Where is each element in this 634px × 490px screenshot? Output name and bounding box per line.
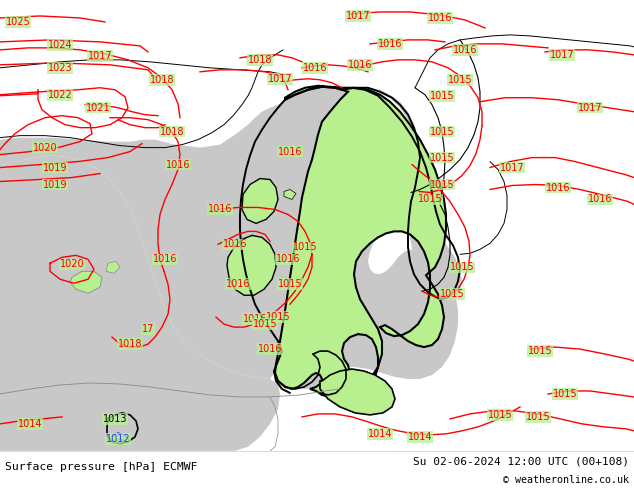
Text: 1017: 1017 [268, 74, 292, 84]
Text: 1016: 1016 [348, 60, 372, 70]
Text: Su 02-06-2024 12:00 UTC (00+108): Su 02-06-2024 12:00 UTC (00+108) [413, 457, 629, 467]
Text: 1015: 1015 [450, 262, 474, 272]
Polygon shape [0, 156, 280, 451]
Text: 1024: 1024 [48, 40, 72, 50]
Text: 1017: 1017 [500, 163, 524, 172]
Text: 1016: 1016 [588, 195, 612, 204]
Text: 1018: 1018 [160, 126, 184, 137]
Text: 1018: 1018 [150, 75, 174, 85]
Text: 1015: 1015 [553, 389, 578, 399]
Polygon shape [242, 178, 278, 223]
Polygon shape [106, 261, 120, 273]
Text: © weatheronline.co.uk: © weatheronline.co.uk [503, 475, 629, 485]
Text: 1016: 1016 [428, 13, 452, 23]
Text: 1016: 1016 [223, 239, 247, 249]
Polygon shape [320, 369, 395, 415]
Text: 1015: 1015 [293, 243, 317, 252]
Text: 1014: 1014 [18, 419, 42, 429]
Text: 1018: 1018 [118, 339, 142, 349]
Text: 1013: 1013 [103, 414, 127, 424]
Text: 1015: 1015 [488, 410, 512, 420]
Polygon shape [227, 235, 276, 295]
Text: 1017: 1017 [346, 11, 370, 21]
Text: 1016: 1016 [243, 314, 268, 324]
Polygon shape [342, 88, 462, 299]
Text: 1025: 1025 [6, 17, 30, 27]
Text: 1016: 1016 [153, 254, 178, 264]
Text: 1015: 1015 [526, 412, 550, 422]
Text: 1016: 1016 [208, 204, 232, 215]
Text: 1016: 1016 [303, 63, 327, 73]
Polygon shape [284, 190, 296, 199]
Text: 1016: 1016 [226, 279, 250, 289]
Text: 1016: 1016 [378, 39, 402, 49]
Text: 1021: 1021 [86, 103, 110, 113]
Text: 1015: 1015 [448, 75, 472, 85]
Text: 1016: 1016 [453, 45, 477, 55]
Text: 1023: 1023 [48, 63, 72, 73]
Text: 1015: 1015 [430, 91, 455, 101]
Text: 1016: 1016 [276, 254, 301, 264]
Text: 1017: 1017 [87, 51, 112, 61]
Text: 1014: 1014 [368, 429, 392, 439]
Text: 1015: 1015 [430, 179, 455, 190]
Text: 1019: 1019 [42, 179, 67, 190]
Text: 1016: 1016 [165, 160, 190, 170]
Text: 1015: 1015 [430, 152, 455, 163]
Text: 1020: 1020 [33, 143, 57, 152]
Text: Surface pressure [hPa] ECMWF: Surface pressure [hPa] ECMWF [5, 462, 198, 472]
Polygon shape [70, 271, 102, 293]
Text: 1012: 1012 [106, 434, 131, 444]
Text: 1022: 1022 [48, 90, 72, 100]
Text: 1015: 1015 [418, 195, 443, 204]
Text: 1017: 1017 [550, 50, 574, 60]
Text: 1020: 1020 [60, 259, 84, 270]
Text: 1016: 1016 [546, 182, 570, 193]
Text: 1019: 1019 [42, 163, 67, 172]
Text: 1016: 1016 [278, 147, 302, 157]
Text: 1015: 1015 [430, 126, 455, 137]
Text: 1015: 1015 [266, 312, 290, 322]
Text: 1015: 1015 [440, 289, 464, 299]
Text: 1015: 1015 [527, 346, 552, 356]
Text: 1015: 1015 [278, 279, 302, 289]
Polygon shape [275, 86, 446, 397]
Polygon shape [295, 172, 458, 381]
Text: 17: 17 [142, 324, 154, 334]
Text: 1014: 1014 [408, 432, 432, 442]
Text: 1018: 1018 [248, 55, 272, 65]
Polygon shape [0, 87, 348, 389]
Text: 1015: 1015 [253, 319, 277, 329]
Text: 1017: 1017 [578, 103, 602, 113]
Text: 1016: 1016 [258, 344, 282, 354]
